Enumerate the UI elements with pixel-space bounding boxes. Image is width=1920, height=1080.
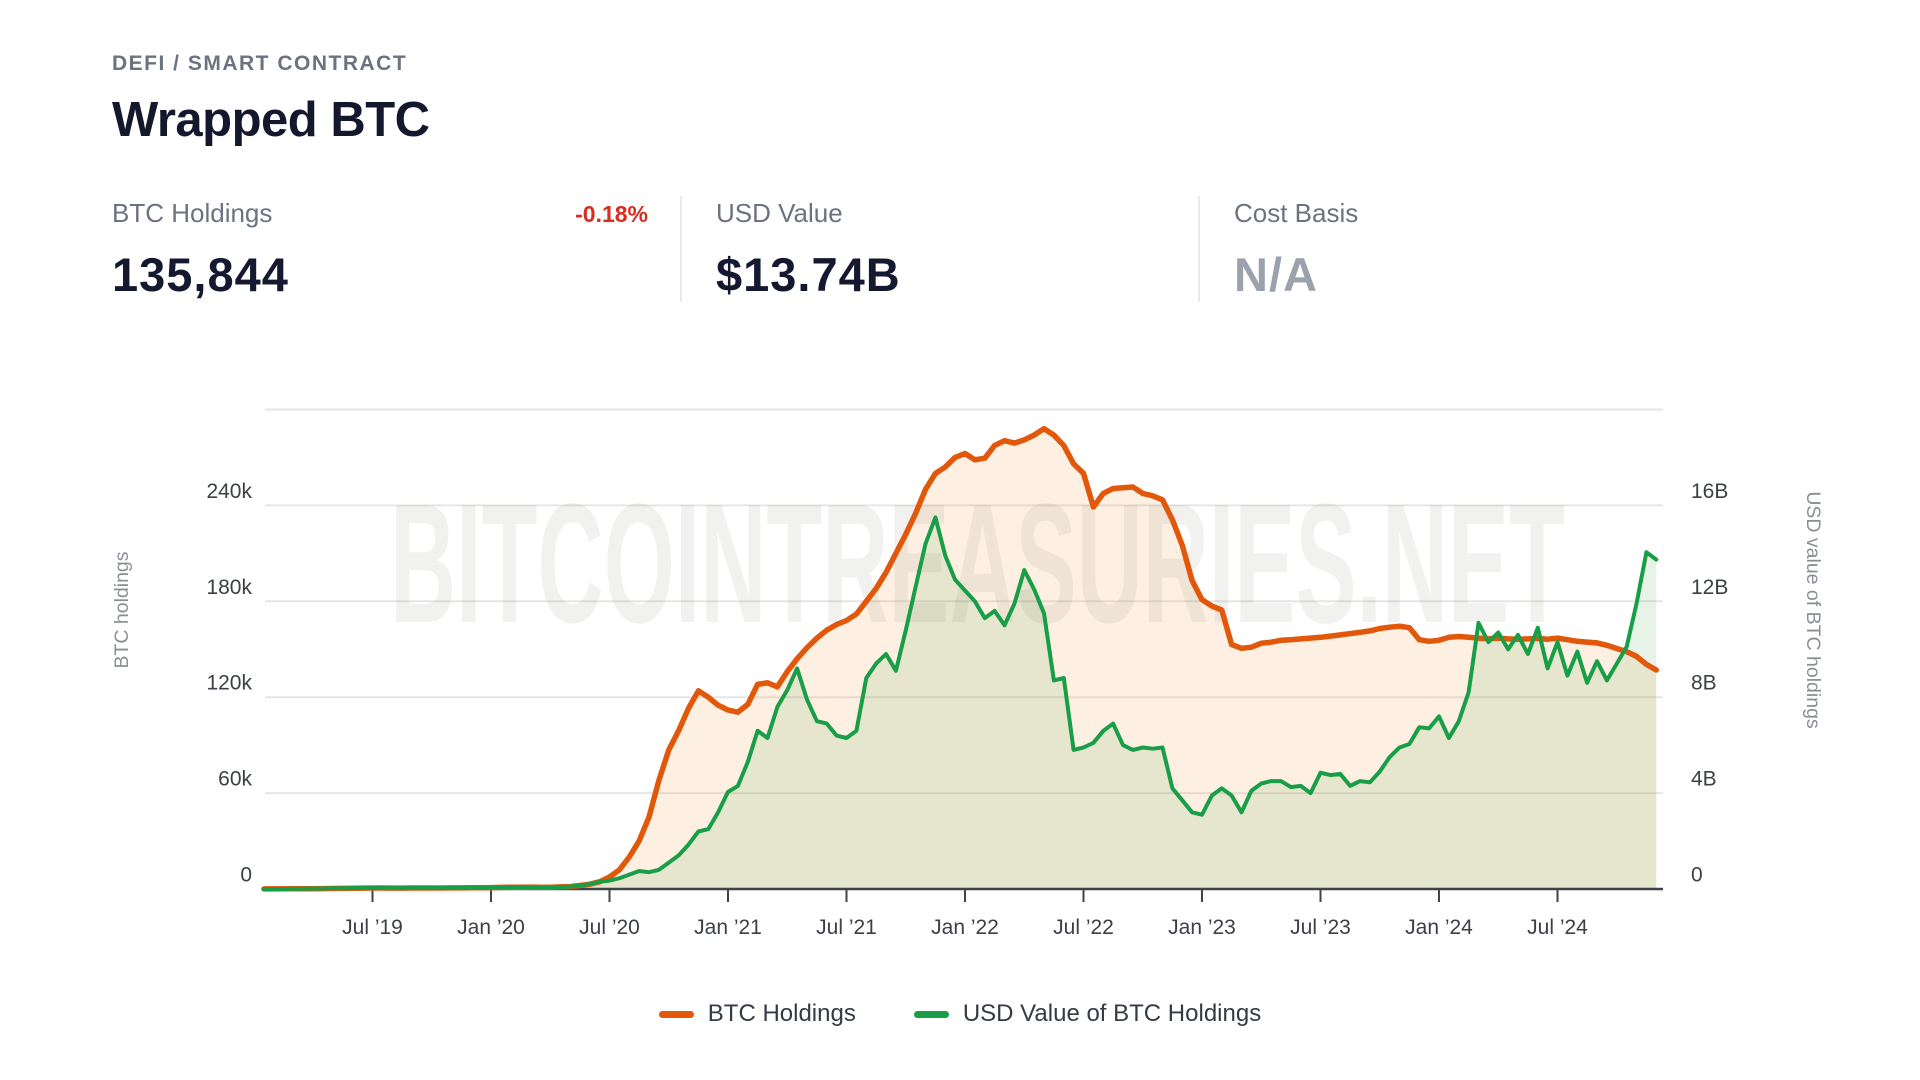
svg-text:Jan ’23: Jan ’23 [1168,916,1236,939]
btc-holdings-swatch-icon [658,1010,694,1018]
svg-text:60k: 60k [218,768,252,791]
left-axis-title: BTC holdings [111,551,133,668]
svg-text:8B: 8B [1691,672,1717,695]
stat-value: $13.74B [716,248,901,301]
svg-text:0: 0 [240,864,252,887]
svg-text:120k: 120k [206,672,252,695]
svg-text:240k: 240k [206,480,252,503]
site-watermark: BITCOINTREASURIES.NET [390,469,1565,659]
legend-item-usd-value[interactable]: USD Value of BTC Holdings [913,1000,1262,1028]
stat-btc-holdings: BTC Holdings -0.18% 135,844 [112,196,680,302]
page-title: Wrapped BTC [112,93,430,147]
page-header: DEFI / SMART CONTRACT Wrapped BTC [112,52,430,148]
svg-text:Jan ’21: Jan ’21 [694,916,762,939]
svg-text:Jul ’20: Jul ’20 [579,916,640,939]
svg-text:0: 0 [1691,864,1703,887]
svg-text:4B: 4B [1691,768,1717,791]
stat-value: N/A [1234,248,1318,301]
right-axis-title: USD value of BTC holdings [1802,491,1824,729]
stat-label: Cost Basis [1234,198,1359,228]
stats-row: BTC Holdings -0.18% 135,844 USD Value $1… [112,196,1810,302]
svg-text:Jul ’22: Jul ’22 [1053,916,1114,939]
svg-text:Jan ’22: Jan ’22 [931,916,999,939]
svg-text:Jan ’24: Jan ’24 [1405,916,1473,939]
chart-legend: BTC Holdings USD Value of BTC Holdings [0,1000,1920,1028]
stat-label: USD Value [716,198,843,228]
stat-usd-value: USD Value $13.74B [680,196,1198,302]
svg-text:Jul ’19: Jul ’19 [342,916,403,939]
svg-text:16B: 16B [1691,480,1728,503]
usd-value-swatch-icon [913,1010,949,1018]
svg-text:180k: 180k [206,576,252,599]
svg-text:Jan ’20: Jan ’20 [457,916,525,939]
svg-text:Jul ’23: Jul ’23 [1290,916,1351,939]
stat-label: BTC Holdings [112,198,273,228]
stat-cost-basis: Cost Basis N/A [1198,196,1810,302]
change-badge: -0.18% [575,201,648,227]
legend-label: USD Value of BTC Holdings [962,1000,1262,1027]
stat-value: 135,844 [112,248,289,301]
breadcrumb[interactable]: DEFI / SMART CONTRACT [112,52,408,75]
svg-text:Jul ’21: Jul ’21 [816,916,877,939]
legend-item-btc-holdings[interactable]: BTC Holdings [658,1000,856,1028]
svg-text:Jul ’24: Jul ’24 [1527,916,1588,939]
legend-label: BTC Holdings [707,1000,856,1027]
svg-text:12B: 12B [1691,576,1728,599]
